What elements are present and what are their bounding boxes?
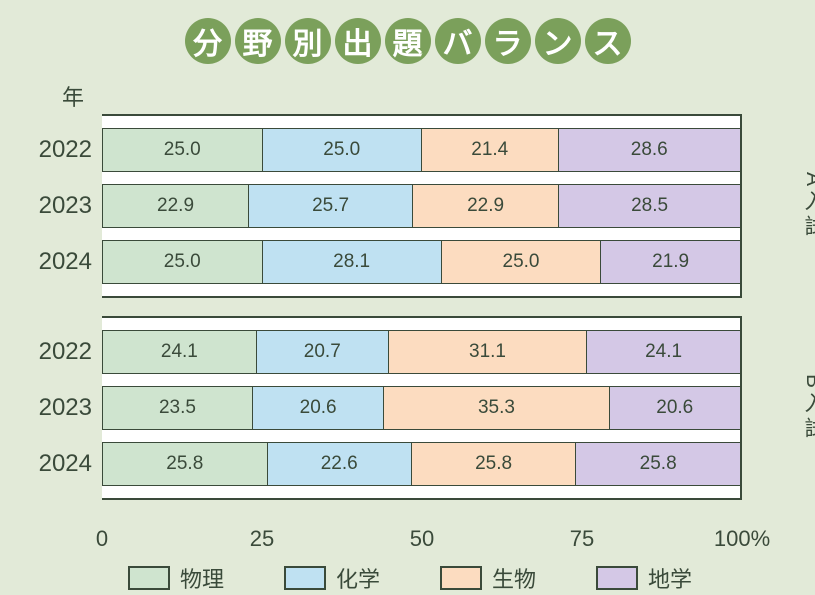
legend-item: 地学 <box>596 562 692 594</box>
title-char: ラ <box>485 18 531 64</box>
year-label: 2022 <box>30 136 102 164</box>
axis-tick-label: 75 <box>570 526 594 552</box>
title-char: ン <box>535 18 581 64</box>
legend-swatch <box>128 566 170 590</box>
bar-row: 202323.520.635.320.6 <box>102 386 740 430</box>
chart-title: 分野別出題バランス <box>0 0 815 64</box>
group-side-label: A入試 <box>798 172 815 240</box>
axis-tick-label: 50 <box>410 526 434 552</box>
bar-segment: 25.0 <box>262 129 422 171</box>
group-side-label: B入試 <box>798 374 815 442</box>
bar-segment: 28.5 <box>558 185 740 227</box>
bar-segment: 20.7 <box>256 331 388 373</box>
legend-swatch <box>596 566 638 590</box>
legend-swatch <box>284 566 326 590</box>
bar-segment: 25.8 <box>411 443 576 485</box>
bar-segment: 21.4 <box>421 129 558 171</box>
legend-label: 物理 <box>180 562 224 594</box>
legend-label: 化学 <box>336 562 380 594</box>
year-label: 2024 <box>30 450 102 478</box>
title-char: 題 <box>385 18 431 64</box>
bar-segment: 28.6 <box>558 129 740 171</box>
bar-segment: 25.0 <box>102 129 262 171</box>
bar-row: 202425.028.125.021.9 <box>102 240 740 284</box>
axis-tick-label: 100% <box>714 526 770 552</box>
bar-row: 202425.822.625.825.8 <box>102 442 740 486</box>
bar-segment: 35.3 <box>383 387 608 429</box>
legend-item: 生物 <box>440 562 536 594</box>
year-label: 2024 <box>30 248 102 276</box>
bar-segment: 24.1 <box>102 331 256 373</box>
title-char: 野 <box>235 18 281 64</box>
bar-segment: 22.9 <box>412 185 558 227</box>
bar-segment: 23.5 <box>102 387 252 429</box>
year-label: 2023 <box>30 394 102 422</box>
bar-segment: 25.8 <box>575 443 740 485</box>
legend: 物理 化学 生物 地学 <box>30 562 790 594</box>
year-header: 年 <box>62 80 790 112</box>
x-axis: 0255075100% <box>102 518 742 548</box>
chart-group: 202225.025.021.428.6202322.925.722.928.5… <box>30 114 790 298</box>
title-char: 別 <box>285 18 331 64</box>
bar-segment: 20.6 <box>252 387 383 429</box>
chart-container: 年 202225.025.021.428.6202322.925.722.928… <box>30 80 790 594</box>
legend-label: 生物 <box>492 562 536 594</box>
bar-segment: 24.1 <box>586 331 740 373</box>
bar-segment: 25.0 <box>102 241 262 283</box>
bar-segment: 22.6 <box>267 443 411 485</box>
bar-segment: 20.6 <box>609 387 740 429</box>
legend-label: 地学 <box>648 562 692 594</box>
bar-segment: 31.1 <box>388 331 586 373</box>
bar-segment: 25.0 <box>441 241 601 283</box>
legend-swatch <box>440 566 482 590</box>
title-char: 分 <box>185 18 231 64</box>
bar-row: 202322.925.722.928.5 <box>102 184 740 228</box>
title-char: ス <box>585 18 631 64</box>
legend-item: 物理 <box>128 562 224 594</box>
bar-segment: 25.7 <box>248 185 412 227</box>
bar-segment: 25.8 <box>102 443 267 485</box>
bar-row: 202224.120.731.124.1 <box>102 330 740 374</box>
axis-tick-label: 0 <box>96 526 108 552</box>
bar-segment: 28.1 <box>262 241 441 283</box>
chart-group: 202224.120.731.124.1202323.520.635.320.6… <box>30 316 790 500</box>
axis-tick-label: 25 <box>250 526 274 552</box>
legend-item: 化学 <box>284 562 380 594</box>
year-label: 2022 <box>30 338 102 366</box>
bar-segment: 21.9 <box>600 241 740 283</box>
bar-segment: 22.9 <box>102 185 248 227</box>
bar-row: 202225.025.021.428.6 <box>102 128 740 172</box>
year-label: 2023 <box>30 192 102 220</box>
title-char: 出 <box>335 18 381 64</box>
title-char: バ <box>435 18 481 64</box>
